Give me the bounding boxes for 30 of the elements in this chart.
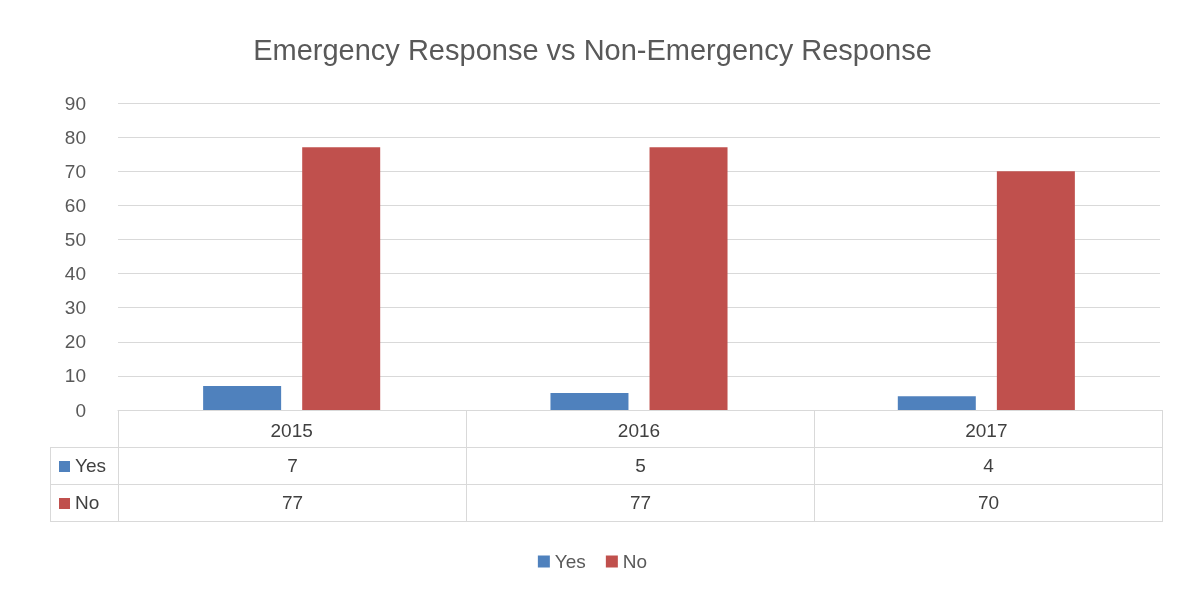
bar (203, 386, 282, 410)
bar (550, 392, 629, 410)
x-tick-label: 2015 (270, 420, 313, 441)
data-label: 5 (466, 447, 815, 485)
y-tick-label: 80 (64, 126, 86, 148)
y-tick-label: 90 (64, 92, 86, 114)
data-label: 70 (814, 484, 1163, 522)
bar (302, 147, 381, 410)
x-tick-label: 2017 (965, 420, 1008, 441)
bar (897, 396, 976, 410)
y-tick-label: 50 (64, 228, 86, 250)
bar (649, 147, 728, 410)
text: No (75, 492, 100, 513)
y-tick-label: 20 (64, 331, 86, 353)
chart-title: Emergency Response vs Non-Emergency Response (253, 33, 932, 66)
bar (996, 171, 1075, 410)
y-tick-label: 0 (75, 399, 86, 421)
data-label: 4 (814, 447, 1163, 485)
y-tick-label: 30 (64, 297, 86, 319)
data-label: 77 (466, 484, 815, 522)
y-tick-label: 70 (64, 160, 86, 182)
x-tick-label: 2016 (617, 420, 661, 441)
legend-label: No (622, 551, 648, 572)
legend-label: Yes (50, 447, 119, 485)
data-label: 77 (118, 484, 467, 522)
data-label: 7 (118, 447, 467, 485)
y-tick-label: 40 (64, 263, 86, 285)
y-tick-label: 60 (64, 194, 86, 216)
y-tick-label: 10 (64, 365, 86, 387)
text: Yes (554, 551, 586, 572)
